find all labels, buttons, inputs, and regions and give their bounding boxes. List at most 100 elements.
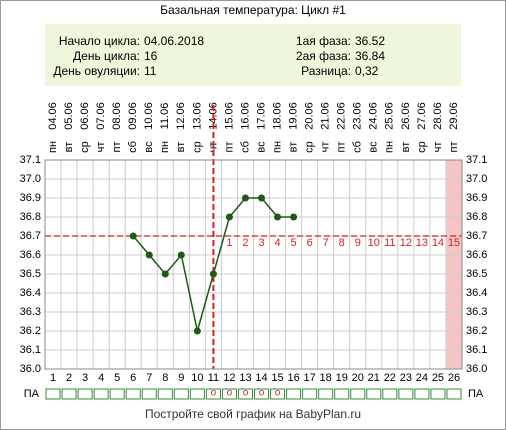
date-label: 28.06 — [432, 102, 444, 130]
luteal-day: 14 — [432, 237, 444, 249]
luteal-day: 9 — [355, 237, 361, 249]
x-tick-label: 13 — [239, 372, 251, 384]
info-value: 16 — [144, 49, 158, 63]
pa-box — [61, 388, 77, 400]
date-label: 18.06 — [271, 102, 283, 130]
pa-box — [125, 388, 141, 400]
weekday-label: вс — [368, 141, 380, 153]
x-tick-label: 4 — [98, 372, 104, 384]
pa-label: ПА — [24, 388, 40, 400]
date-label: 27.06 — [416, 102, 428, 130]
y-tick-label: 36.2 — [466, 325, 487, 337]
date-label: 29.06 — [448, 102, 460, 130]
weekday-label: чт — [432, 142, 444, 153]
x-tick-label: 22 — [384, 372, 396, 384]
luteal-day: 13 — [416, 237, 428, 249]
temperature-point — [241, 194, 249, 202]
info-value: 11 — [144, 64, 157, 78]
y-tick-label: 36.9 — [20, 192, 41, 204]
date-label: 22.06 — [336, 102, 348, 130]
x-tick-label: 1 — [50, 372, 56, 384]
y-tick-label: 36.2 — [20, 325, 41, 337]
date-label: 24.06 — [368, 102, 380, 130]
pa-box — [237, 388, 253, 400]
info-label: 1ая фаза: — [296, 34, 351, 48]
pa-mark: o — [259, 388, 265, 399]
date-label: 08.06 — [111, 102, 123, 130]
pa-box — [318, 388, 334, 400]
weekday-label: чт — [320, 142, 332, 153]
weekday-label: вт — [400, 142, 412, 153]
x-tick-label: 15 — [271, 372, 283, 384]
pa-box — [173, 388, 189, 400]
info-value: 04.06.2018 — [144, 34, 204, 48]
footer: Постройте свой график на BabyPlan.ru — [145, 407, 361, 421]
pa-box — [221, 388, 237, 400]
pa-mark: o — [211, 388, 217, 399]
temperature-point — [129, 232, 137, 240]
x-tick-label: 21 — [368, 372, 380, 384]
luteal-day: 8 — [339, 237, 345, 249]
weekday-label: сб — [239, 141, 251, 153]
y-tick-label: 37.0 — [466, 173, 487, 185]
luteal-day: 11 — [384, 237, 395, 249]
x-tick-label: 16 — [287, 372, 299, 384]
date-label: 13.06 — [191, 102, 203, 130]
y-tick-label: 36.4 — [20, 287, 41, 299]
pa-box — [350, 388, 366, 400]
chart-title: Базальная температура: Цикл #1 — [160, 3, 346, 17]
x-tick-label: 18 — [320, 372, 332, 384]
y-tick-label: 36.1 — [20, 344, 41, 356]
weekday-label: пн — [384, 141, 396, 153]
info-value: 36.52 — [355, 34, 385, 48]
date-label: 26.06 — [400, 102, 412, 130]
date-label: 10.06 — [143, 102, 155, 130]
luteal-day: 10 — [368, 237, 380, 249]
pa-label: ПА — [468, 388, 484, 400]
temperature-point — [161, 270, 169, 278]
pa-box — [302, 388, 318, 400]
pa-box — [446, 388, 462, 400]
x-tick-label: 10 — [191, 372, 203, 384]
x-tick-label: 9 — [178, 372, 184, 384]
date-label: 09.06 — [127, 102, 139, 130]
pa-mark: o — [243, 388, 249, 399]
weekday-label: ср — [79, 141, 91, 153]
y-tick-label: 37.0 — [20, 173, 41, 185]
y-tick-label: 36.8 — [466, 211, 487, 223]
date-label: 05.06 — [63, 102, 75, 130]
date-label: 07.06 — [95, 102, 107, 130]
date-label: 23.06 — [352, 102, 364, 130]
temperature-point — [290, 213, 298, 221]
y-tick-label: 36.6 — [466, 249, 487, 261]
temperature-point — [177, 251, 185, 259]
pa-box — [334, 388, 350, 400]
y-tick-label: 36.6 — [20, 249, 41, 261]
pa-box — [286, 388, 302, 400]
temperature-point — [274, 213, 282, 221]
pa-box — [109, 388, 125, 400]
weekday-label: чт — [95, 142, 107, 153]
pa-box — [254, 388, 270, 400]
pa-mark: o — [227, 388, 233, 399]
highlight-column — [445, 160, 462, 369]
date-label: 04.06 — [47, 102, 59, 130]
date-label: 15.06 — [223, 102, 235, 130]
x-tick-label: 24 — [416, 372, 428, 384]
y-tick-label: 36.9 — [466, 192, 487, 204]
info-label: День овуляции: — [53, 64, 140, 78]
weekday-label: ср — [191, 141, 203, 153]
info-box — [45, 24, 461, 86]
x-tick-label: 14 — [255, 372, 267, 384]
weekday-label: сб — [352, 141, 364, 153]
weekday-label: пн — [271, 141, 283, 153]
pa-box — [414, 388, 430, 400]
luteal-day: 4 — [274, 237, 280, 249]
pa-box — [45, 388, 61, 400]
y-tick-label: 36.8 — [20, 211, 41, 223]
luteal-day: 2 — [242, 237, 248, 249]
x-tick-label: 20 — [352, 372, 364, 384]
weekday-label: сб — [127, 141, 139, 153]
pa-box — [77, 388, 93, 400]
x-tick-label: 12 — [223, 372, 235, 384]
